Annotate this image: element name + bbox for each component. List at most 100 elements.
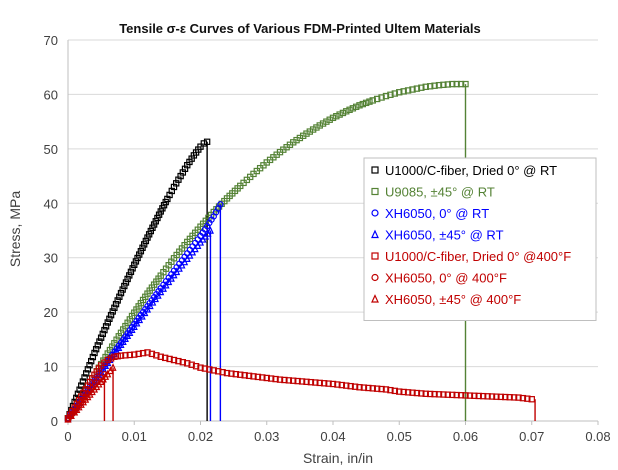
data-point: [138, 311, 146, 320]
data-point: [201, 365, 209, 372]
data-point: [89, 353, 97, 361]
data-point: [356, 384, 363, 391]
x-tick-label: 0.04: [320, 429, 345, 444]
data-point: [250, 373, 257, 380]
data-point: [338, 381, 346, 389]
x-tick-label: 0.08: [585, 429, 610, 444]
data-point: [92, 345, 100, 353]
data-point: [151, 294, 159, 303]
data-point: [210, 367, 217, 374]
data-point: [116, 293, 123, 300]
data-point: [325, 380, 332, 387]
data-point: [378, 94, 385, 101]
data-point: [316, 122, 323, 129]
data-point: [276, 376, 284, 383]
x-tick-label: 0.03: [254, 429, 279, 444]
data-point: [96, 338, 103, 345]
data-point: [378, 385, 385, 393]
data-point: [206, 366, 213, 373]
data-point: [312, 379, 319, 386]
data-point: [462, 392, 469, 399]
data-point: [141, 308, 149, 317]
data-point: [502, 393, 509, 401]
data-point: [387, 91, 394, 98]
y-tick-label: 60: [44, 87, 58, 102]
data-point: [343, 108, 350, 115]
y-tick-label: 20: [44, 305, 58, 320]
data-point: [130, 322, 138, 331]
data-point: [112, 300, 120, 308]
data-point: [352, 103, 360, 111]
data-point: [371, 294, 379, 303]
data-point: [259, 374, 266, 381]
x-tick-label: 0: [64, 429, 71, 444]
data-point: [102, 323, 110, 330]
data-point: [94, 342, 102, 349]
data-point: [400, 88, 407, 95]
data-point: [154, 214, 161, 222]
data-point: [144, 234, 151, 241]
data-point: [371, 187, 379, 196]
data-point: [175, 357, 182, 365]
data-point: [83, 370, 90, 377]
data-point: [219, 368, 226, 376]
data-point: [124, 275, 131, 283]
legend-label: XH6050, 0° @ RT: [385, 206, 489, 221]
data-point: [109, 308, 116, 315]
data-point: [106, 315, 113, 323]
data-point: [435, 81, 443, 89]
legend-label: XH6050, ±45° @ 400°F: [385, 292, 521, 307]
data-point: [435, 391, 443, 398]
data-point: [127, 268, 135, 276]
legend-label: XH6050, 0° @ 400°F: [385, 271, 507, 286]
data-point: [126, 272, 133, 279]
data-point: [479, 392, 487, 400]
data-point: [475, 392, 482, 400]
data-point: [431, 390, 438, 398]
data-point: [387, 386, 394, 394]
data-point: [326, 116, 333, 123]
data-point: [362, 99, 370, 107]
data-point: [404, 87, 412, 94]
legend-item: XH6050, 0° @ RT: [371, 206, 489, 221]
data-point: [418, 84, 425, 91]
data-point: [366, 98, 373, 105]
x-tick-label: 0.05: [387, 429, 412, 444]
data-point: [144, 349, 151, 356]
data-point: [91, 349, 98, 357]
data-point: [457, 80, 465, 88]
data-point: [101, 326, 108, 334]
data-point: [149, 297, 157, 306]
data-point: [396, 388, 403, 395]
data-point: [104, 356, 111, 364]
data-point: [466, 392, 474, 399]
data-point: [131, 351, 138, 358]
data-point: [347, 382, 354, 390]
y-tick-label: 40: [44, 196, 58, 211]
data-point: [111, 304, 118, 311]
data-point: [149, 224, 156, 231]
legend-box: [363, 157, 597, 321]
data-point: [135, 350, 142, 358]
data-point: [528, 396, 535, 403]
data-point: [382, 386, 390, 393]
legend-item: U9085, ±45° @ RT: [371, 185, 495, 200]
y-tick-label: 50: [44, 142, 58, 157]
data-point: [506, 394, 513, 401]
data-point: [153, 352, 160, 359]
data-point: [303, 378, 310, 386]
data-point: [145, 231, 153, 238]
data-point: [307, 378, 315, 386]
data-point: [136, 315, 144, 324]
data-point: [214, 368, 222, 375]
data-point: [281, 376, 288, 384]
data-point: [422, 390, 429, 397]
data-point: [119, 286, 126, 293]
data-point: [232, 370, 240, 378]
data-point: [126, 351, 134, 359]
data-point: [453, 80, 460, 88]
data-point: [142, 237, 150, 245]
data-point: [263, 374, 270, 382]
data-point: [329, 114, 337, 122]
